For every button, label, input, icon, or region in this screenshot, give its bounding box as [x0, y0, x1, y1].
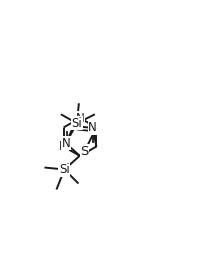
- Text: Si: Si: [59, 163, 70, 176]
- Text: Si: Si: [72, 117, 82, 130]
- Text: N: N: [62, 137, 70, 150]
- Text: N: N: [59, 140, 68, 153]
- Text: N: N: [76, 112, 84, 124]
- Text: N: N: [88, 121, 97, 134]
- Text: S: S: [80, 145, 89, 158]
